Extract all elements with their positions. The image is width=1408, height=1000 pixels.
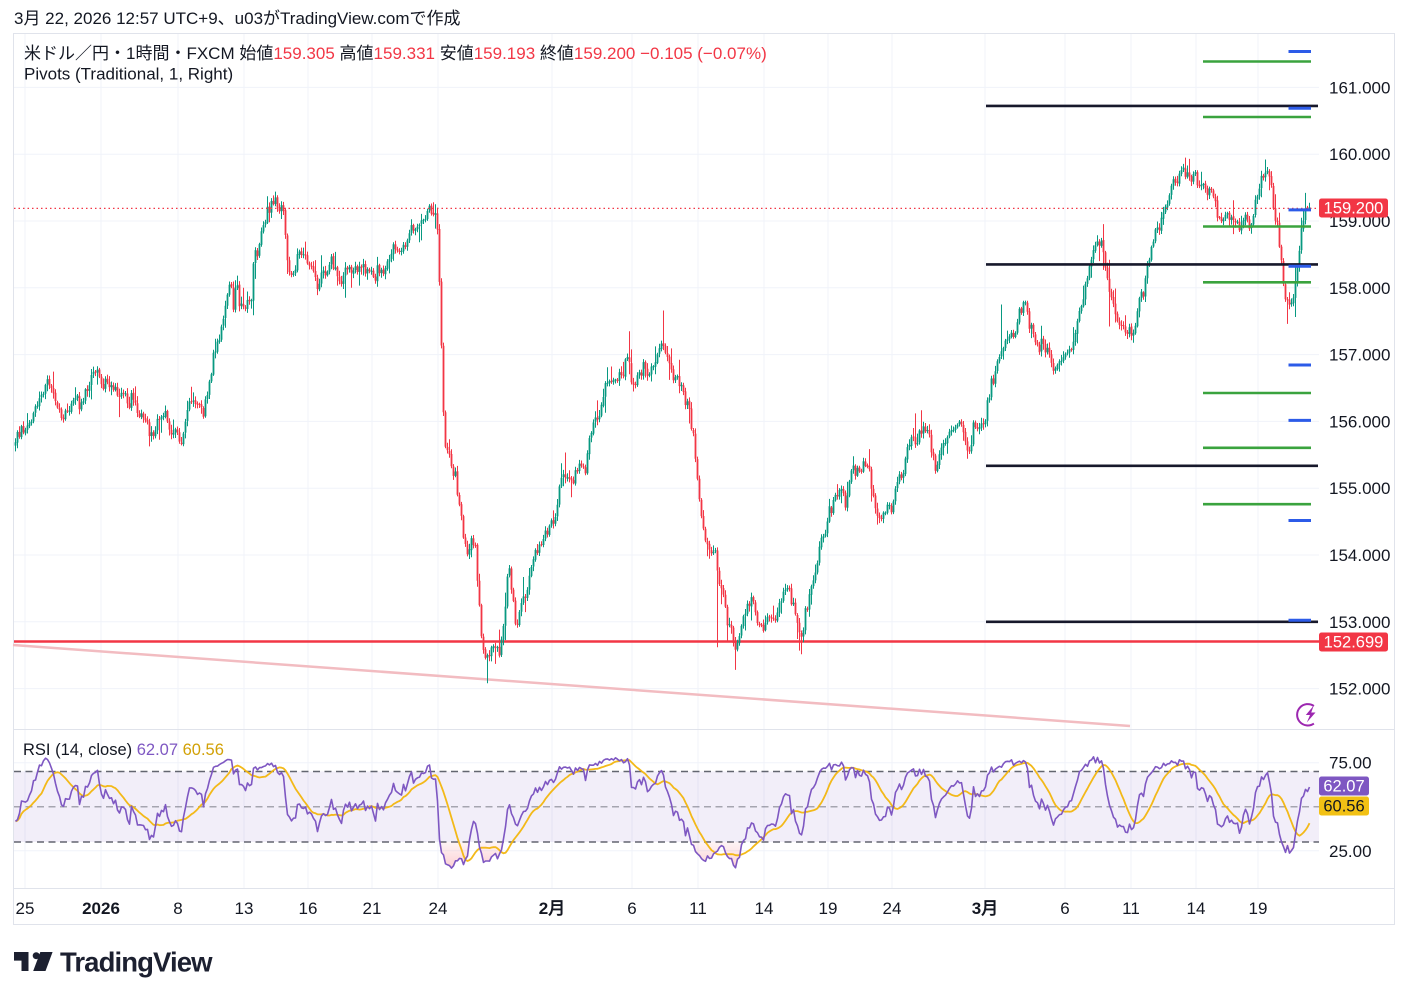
svg-text:75.00: 75.00: [1329, 754, 1372, 773]
svg-text:156.000: 156.000: [1329, 412, 1390, 431]
svg-text:155.000: 155.000: [1329, 479, 1390, 498]
svg-text:3月 22, 2026 12:57 UTC+9、u03がTr: 3月 22, 2026 12:57 UTC+9、u03がTradingView.…: [14, 9, 460, 28]
svg-text:米ドル／円・1時間・FXCM 始値159.305 高値15: 米ドル／円・1時間・FXCM 始値159.305 高値159.331 安値159…: [24, 44, 767, 63]
svg-text:TradingView: TradingView: [60, 947, 213, 978]
svg-text:152.699: 152.699: [1324, 634, 1384, 652]
svg-text:24: 24: [429, 899, 448, 918]
svg-text:25.00: 25.00: [1329, 842, 1372, 861]
svg-text:25: 25: [16, 899, 35, 918]
svg-text:154.000: 154.000: [1329, 546, 1390, 565]
svg-text:13: 13: [235, 899, 254, 918]
svg-text:2026: 2026: [82, 899, 120, 918]
svg-text:8: 8: [173, 899, 182, 918]
svg-text:24: 24: [883, 899, 902, 918]
svg-text:11: 11: [1122, 899, 1140, 918]
svg-text:3月: 3月: [972, 899, 998, 918]
svg-text:11: 11: [689, 899, 707, 918]
svg-text:153.000: 153.000: [1329, 613, 1390, 632]
svg-text:152.000: 152.000: [1329, 680, 1390, 699]
svg-text:62.07: 62.07: [1323, 778, 1364, 796]
svg-text:161.000: 161.000: [1329, 78, 1390, 97]
svg-text:159.200: 159.200: [1324, 200, 1384, 218]
svg-text:6: 6: [1060, 899, 1069, 918]
svg-text:19: 19: [819, 899, 838, 918]
svg-text:16: 16: [299, 899, 318, 918]
svg-text:158.000: 158.000: [1329, 279, 1390, 298]
svg-text:19: 19: [1249, 899, 1268, 918]
svg-text:14: 14: [755, 899, 774, 918]
svg-text:Pivots (Traditional, 1, Right): Pivots (Traditional, 1, Right): [24, 65, 233, 84]
svg-text:6: 6: [627, 899, 636, 918]
svg-text:2月: 2月: [539, 899, 565, 918]
svg-text:60.56: 60.56: [1323, 798, 1364, 816]
svg-text:157.000: 157.000: [1329, 346, 1390, 365]
svg-text:160.000: 160.000: [1329, 145, 1390, 164]
svg-text:21: 21: [363, 899, 382, 918]
svg-text:14: 14: [1187, 899, 1206, 918]
svg-text:RSI (14, close) 62.07 60.56: RSI (14, close) 62.07 60.56: [23, 741, 224, 759]
